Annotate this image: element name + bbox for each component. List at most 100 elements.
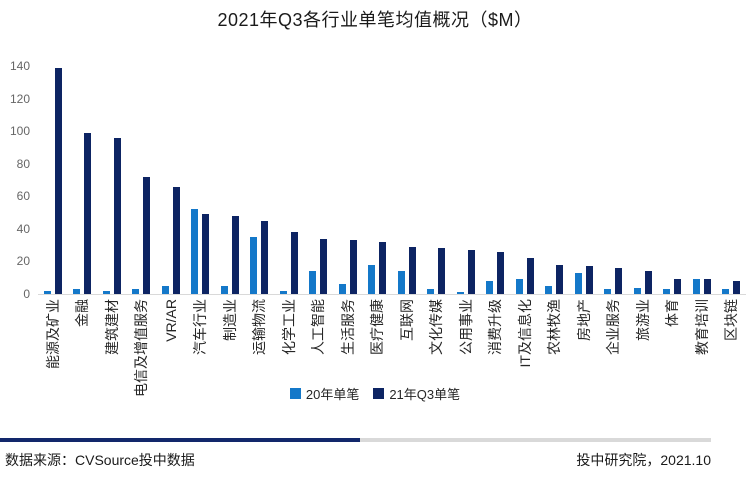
bar-21q3	[320, 238, 328, 294]
x-axis-label-text: 汽车行业	[192, 299, 209, 355]
footer-divider	[0, 438, 711, 442]
legend-item-21q3: 21年Q3单笔	[373, 384, 460, 403]
bar-column	[510, 66, 540, 294]
bar-21q3	[84, 132, 92, 294]
x-axis-label-text: 体育	[664, 299, 681, 327]
y-axis: 0 20 40 60 80 100 120 140	[0, 59, 30, 301]
bar-20y	[456, 292, 464, 294]
x-axis-label: 体育	[658, 295, 688, 385]
y-axis-tick-label: 80	[16, 156, 30, 171]
bar-21q3	[438, 248, 446, 294]
x-axis-label-text: IT及信息化	[516, 299, 533, 368]
footer-source: 数据来源：CVSource投中数据	[5, 452, 195, 468]
x-axis-label: 能源及矿业	[38, 295, 68, 385]
x-axis-label: 运输物流	[245, 295, 275, 385]
bar-20y	[545, 285, 553, 294]
x-axis-label: 建筑建材	[97, 295, 127, 385]
bar-20y	[397, 271, 405, 294]
y-axis-tick-label: 100	[9, 124, 30, 139]
bar-20y	[43, 290, 51, 294]
y-axis-tick-label: 120	[9, 91, 30, 106]
x-axis-label: VR/AR	[156, 295, 186, 385]
x-axis-label-text: 公用事业	[457, 299, 474, 355]
bar-21q3	[54, 67, 62, 294]
bar-20y	[633, 287, 641, 294]
footer: 数据来源：CVSource投中数据 投中研究院，2021.10	[0, 438, 750, 485]
x-axis-label-text: 区块链	[723, 299, 740, 341]
bar-21q3	[733, 280, 741, 294]
bar-21q3	[615, 267, 623, 294]
bar-20y	[250, 237, 258, 294]
bar-20y	[279, 290, 287, 294]
bar-21q3	[349, 240, 357, 294]
legend: 20年单笔 21年Q3单笔	[0, 384, 750, 403]
legend-swatch-21q3	[373, 387, 385, 399]
x-axis-label-text: 互联网	[398, 299, 415, 341]
bar-column	[333, 66, 363, 294]
y-axis-tick-label: 20	[16, 254, 30, 269]
bar-column	[392, 66, 422, 294]
x-axis-label-text: 教育培训	[693, 299, 710, 355]
bar-column	[687, 66, 717, 294]
x-axis-label-text: 医疗健康	[369, 299, 386, 355]
bar-20y	[427, 289, 435, 294]
bar-chart: 0 20 40 60 80 100 120 140 能源及矿业 金融 建筑建材 电信及增值服务 VR/…	[0, 59, 750, 403]
bar-21q3	[379, 241, 387, 294]
bar-20y	[574, 272, 582, 294]
bar-column	[540, 66, 570, 294]
x-axis-label-text: 农林牧渔	[546, 299, 563, 355]
x-axis-label-text: 制造业	[221, 299, 238, 341]
footer-credit: 投中研究院，2021.10	[576, 452, 711, 468]
bar-20y	[73, 289, 81, 294]
bar-20y	[515, 279, 523, 294]
bar-21q3	[113, 137, 121, 294]
bar-21q3	[231, 215, 239, 294]
x-axis-label-text: 房地产	[575, 299, 592, 341]
bar-20y	[486, 280, 494, 294]
legend-item-20y: 20年单笔	[289, 384, 360, 403]
x-axis-label: 汽车行业	[186, 295, 216, 385]
x-axis-label-text: 运输物流	[251, 299, 268, 355]
bar-column	[569, 66, 599, 294]
x-axis-label: 农林牧渔	[540, 295, 570, 385]
bar-column	[68, 66, 98, 294]
x-axis-label: 化学工业	[274, 295, 304, 385]
y-axis-tick-label: 140	[9, 59, 30, 73]
x-axis-label: 教育培训	[687, 295, 717, 385]
bar-column	[451, 66, 481, 294]
x-axis-label-text: VR/AR	[162, 299, 179, 342]
bar-column	[215, 66, 245, 294]
bar-20y	[220, 285, 228, 294]
bar-21q3	[143, 176, 151, 294]
bar-column	[422, 66, 452, 294]
x-axis-label: 电信及增值服务	[127, 295, 157, 397]
bar-column	[274, 66, 304, 294]
x-axis-label-text: 化学工业	[280, 299, 297, 355]
bar-20y	[663, 289, 671, 294]
legend-label-20y: 20年单笔	[305, 386, 360, 402]
x-axis-label: 金融	[68, 295, 98, 385]
bar-column	[481, 66, 511, 294]
x-axis-label: IT及信息化	[510, 295, 540, 385]
plot-area	[38, 66, 746, 295]
bar-column	[156, 66, 186, 294]
bar-21q3	[585, 266, 593, 294]
bar-column	[717, 66, 747, 294]
bar-20y	[309, 271, 317, 294]
bar-20y	[161, 285, 169, 294]
bar-21q3	[526, 258, 534, 294]
x-axis-label: 旅游业	[628, 295, 658, 385]
bar-21q3	[202, 214, 210, 294]
x-axis-label-text: 文化传媒	[428, 299, 445, 355]
x-axis-label: 医疗健康	[363, 295, 393, 385]
bar-20y	[132, 289, 140, 294]
x-axis-label-text: 生活服务	[339, 299, 356, 355]
legend-label-21q3: 21年Q3单笔	[389, 386, 461, 402]
bar-20y	[191, 209, 199, 294]
bar-21q3	[408, 246, 416, 294]
bar-20y	[722, 289, 730, 294]
x-axis-label: 区块链	[717, 295, 747, 385]
x-axis-label: 人工智能	[304, 295, 334, 385]
bar-21q3	[290, 232, 298, 294]
bar-21q3	[497, 251, 505, 294]
